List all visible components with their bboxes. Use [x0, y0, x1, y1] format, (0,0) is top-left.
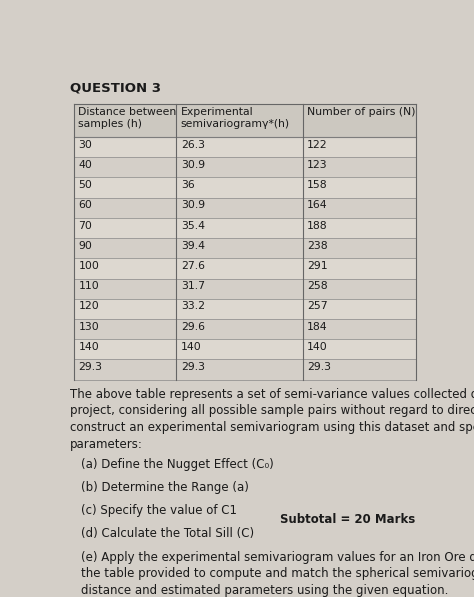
Text: 60: 60 — [78, 201, 92, 210]
Bar — [74, 259, 416, 278]
Text: 29.3: 29.3 — [181, 362, 205, 372]
Bar — [74, 198, 416, 218]
Text: 158: 158 — [307, 180, 328, 190]
Text: 50: 50 — [78, 180, 92, 190]
Text: 164: 164 — [307, 201, 328, 210]
Text: 36: 36 — [181, 180, 195, 190]
Text: construct an experimental semivariogram using this dataset and specify the follo: construct an experimental semivariogram … — [70, 421, 474, 434]
Text: 30.9: 30.9 — [181, 160, 205, 170]
Bar — [74, 218, 416, 238]
Text: 130: 130 — [78, 322, 99, 332]
Text: 29.6: 29.6 — [181, 322, 205, 332]
Bar — [74, 298, 416, 319]
Text: 238: 238 — [307, 241, 328, 251]
Text: 184: 184 — [307, 322, 328, 332]
Text: QUESTION 3: QUESTION 3 — [70, 82, 161, 95]
Text: 30: 30 — [78, 140, 92, 150]
Text: project, considering all possible sample pairs without regard to direction. Your: project, considering all possible sample… — [70, 404, 474, 417]
Bar — [74, 157, 416, 177]
Text: 257: 257 — [307, 301, 328, 312]
Text: Number of pairs (N): Number of pairs (N) — [307, 107, 416, 118]
Text: 70: 70 — [78, 220, 92, 230]
Text: 27.6: 27.6 — [181, 261, 205, 271]
Text: 291: 291 — [307, 261, 328, 271]
Text: 110: 110 — [78, 281, 99, 291]
Text: 140: 140 — [181, 342, 201, 352]
Text: 100: 100 — [78, 261, 99, 271]
Text: 31.7: 31.7 — [181, 281, 205, 291]
Text: (c) Specify the value of C1: (c) Specify the value of C1 — [82, 504, 237, 517]
Text: 33.2: 33.2 — [181, 301, 205, 312]
Text: 188: 188 — [307, 220, 328, 230]
Text: 140: 140 — [78, 342, 99, 352]
Text: 122: 122 — [307, 140, 328, 150]
Bar — [74, 339, 416, 359]
Text: 123: 123 — [307, 160, 328, 170]
Text: 29.3: 29.3 — [78, 362, 102, 372]
Text: Distance between
samples (h): Distance between samples (h) — [78, 107, 177, 129]
Text: 40: 40 — [78, 160, 92, 170]
Text: 140: 140 — [307, 342, 328, 352]
Bar — [74, 104, 416, 137]
Text: (a) Define the Nugget Effect (C₀): (a) Define the Nugget Effect (C₀) — [82, 458, 274, 471]
Text: parameters:: parameters: — [70, 438, 143, 451]
Text: (b) Determine the Range (a): (b) Determine the Range (a) — [82, 481, 249, 494]
Text: the table provided to compute and match the spherical semivariogram by substitut: the table provided to compute and match … — [82, 567, 474, 580]
Bar — [74, 177, 416, 198]
Bar — [74, 238, 416, 259]
Text: 258: 258 — [307, 281, 328, 291]
Bar — [74, 319, 416, 339]
Text: (e) Apply the experimental semivariogram values for an Iron Ore deposit project : (e) Apply the experimental semivariogram… — [82, 550, 474, 564]
Text: (d) Calculate the Total Sill (C): (d) Calculate the Total Sill (C) — [82, 527, 255, 540]
Bar — [74, 278, 416, 298]
Text: 120: 120 — [78, 301, 99, 312]
Text: 39.4: 39.4 — [181, 241, 205, 251]
Bar — [74, 359, 416, 380]
Text: 35.4: 35.4 — [181, 220, 205, 230]
Text: 29.3: 29.3 — [307, 362, 331, 372]
Text: The above table represents a set of semi-variance values collected during an Iro: The above table represents a set of semi… — [70, 388, 474, 401]
Text: 26.3: 26.3 — [181, 140, 205, 150]
Text: Experimental
semivariogramγ*(h): Experimental semivariogramγ*(h) — [181, 107, 290, 129]
Bar — [74, 137, 416, 157]
Text: distance and estimated parameters using the given equation.: distance and estimated parameters using … — [82, 584, 449, 597]
Text: 30.9: 30.9 — [181, 201, 205, 210]
Text: 90: 90 — [78, 241, 92, 251]
Text: Subtotal = 20 Marks: Subtotal = 20 Marks — [280, 513, 416, 526]
